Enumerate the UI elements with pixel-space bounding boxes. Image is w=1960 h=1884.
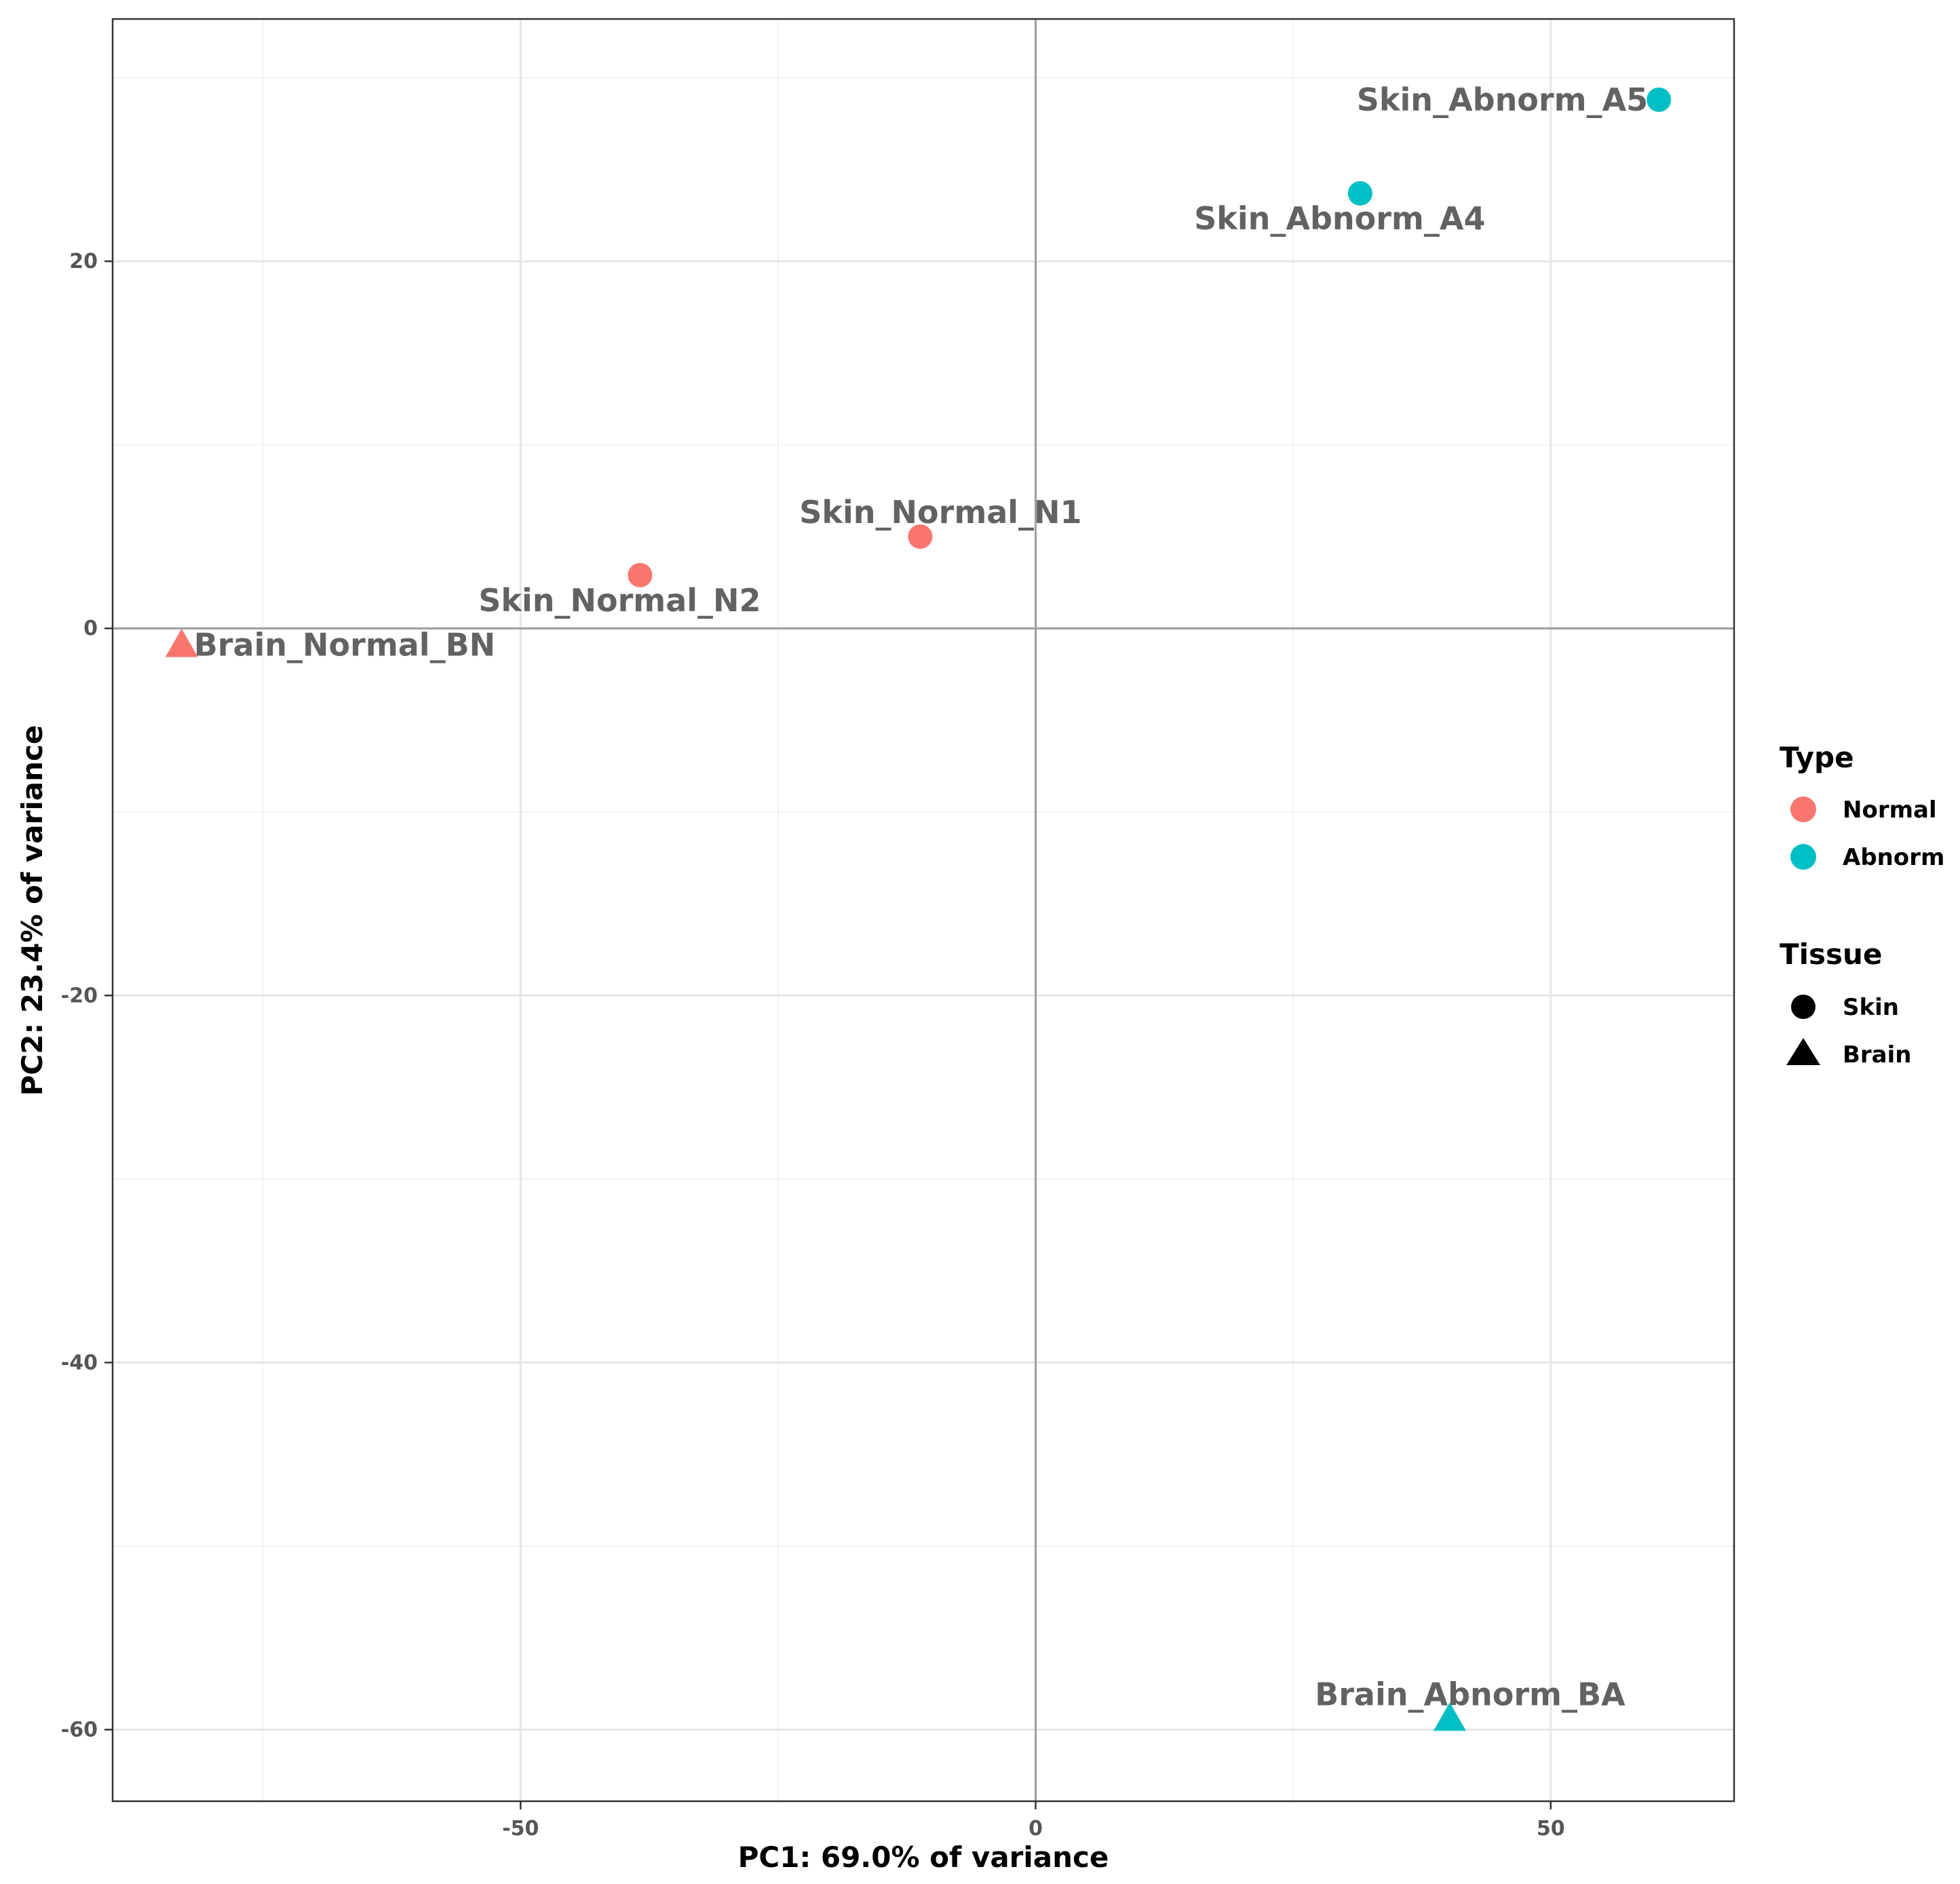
minor-gridlines [113,19,1734,1801]
plot-panel [113,19,1734,1801]
legend-tissue-title: Tissue [1780,938,1882,971]
label-brain-abnorm-ba: Brain_Abnorm_BA [1315,1676,1626,1712]
y-tick-label: -40 [61,1351,98,1374]
x-tick-label: 50 [1537,1817,1565,1841]
point-labels: Skin_Abnorm_A5 Skin_Abnorm_A4 Skin_Normal_… [194,81,1648,1712]
legend: Type Normal Abnorm Tissue Skin Brain [1780,741,1944,1069]
label-skin-normal-n1: Skin_Normal_N1 [799,494,1081,531]
x-tick-label: 0 [1029,1817,1043,1841]
y-axis-ticks: -60 -40 -20 0 20 [61,250,113,1742]
legend-skin-key [1791,995,1815,1019]
point-skin-abnorm-a5 [1647,88,1672,113]
x-tick-label: -50 [502,1817,539,1841]
point-brain-normal-bn [165,628,198,657]
y-tick-label: 20 [69,250,98,273]
legend-skin-label: Skin [1843,994,1899,1021]
label-skin-abnorm-a4: Skin_Abnorm_A4 [1194,200,1485,237]
y-tick-label: 0 [83,617,98,640]
plot-panel-border [111,18,1735,1803]
point-skin-normal-n1 [908,524,933,549]
point-skin-abnorm-a4 [1347,181,1372,206]
legend-brain-key [1786,1038,1820,1065]
legend-normal-key [1790,796,1816,822]
x-axis-ticks: -50 0 50 [502,1801,1565,1841]
legend-brain-label: Brain [1843,1041,1912,1069]
y-tick-label: -60 [61,1718,98,1742]
legend-abnorm-label: Abnorm [1843,844,1944,871]
reference-lines [113,19,1734,1801]
legend-type-title: Type [1780,741,1854,774]
y-axis-title: PC2: 23.4% of variance [16,725,49,1096]
data-points [165,88,1672,1731]
legend-abnorm-key [1790,844,1816,870]
label-skin-normal-n2: Skin_Normal_N2 [478,582,761,619]
point-skin-normal-n2 [628,562,653,588]
x-axis-title: PC1: 69.0% of variance [738,1841,1109,1874]
y-tick-label: -20 [61,984,98,1007]
point-brain-abnorm-ba [1433,1702,1466,1731]
legend-normal-label: Normal [1843,796,1937,824]
label-skin-abnorm-a5: Skin_Abnorm_A5 [1357,81,1648,118]
label-brain-normal-bn: Brain_Normal_BN [194,627,495,664]
